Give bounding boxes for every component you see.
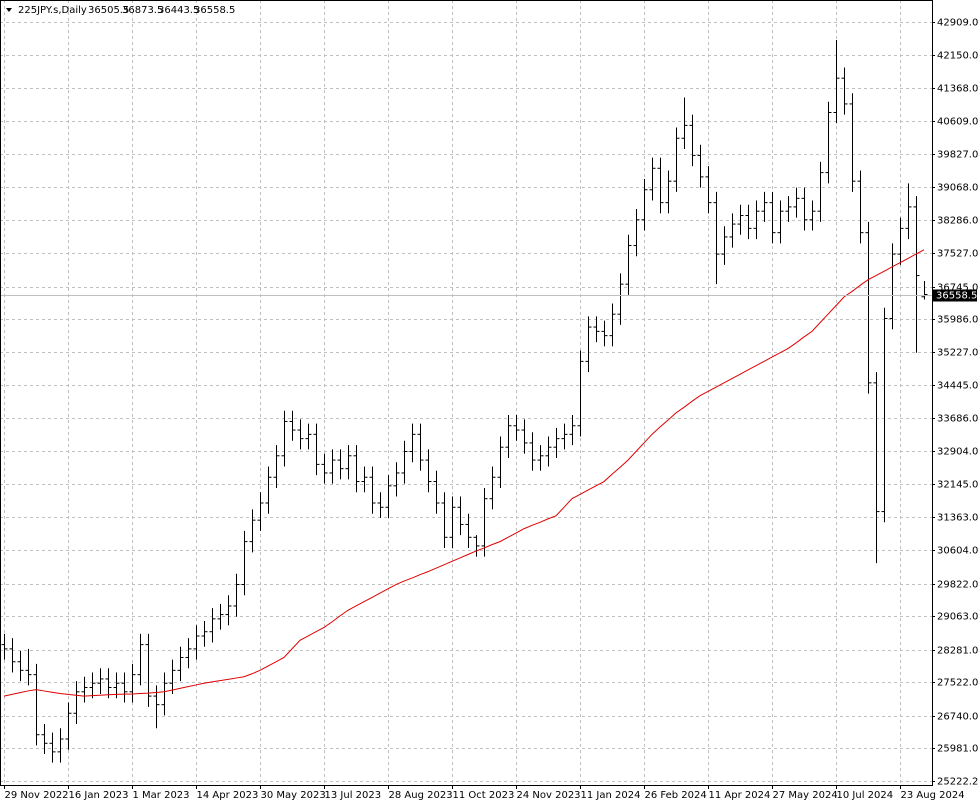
y-tick-label: 36745.0	[937, 283, 978, 294]
x-tick-label: 16 Jan 2023	[69, 790, 129, 801]
high-value: 36873.5	[122, 5, 163, 16]
y-tick-label: 25222.2	[937, 777, 978, 788]
y-tick-label: 28281.0	[937, 646, 978, 657]
x-tick-label: 1 Mar 2023	[133, 790, 190, 801]
y-tick-label: 27522.0	[937, 678, 978, 689]
y-tick-label: 33686.0	[937, 414, 978, 425]
symbol: 225JPY.s,Daily	[18, 5, 87, 16]
y-tick-label: 37527.0	[937, 249, 978, 260]
y-tick-label: 32145.0	[937, 480, 978, 491]
x-tick-label: 10 Jul 2024	[837, 790, 894, 801]
y-tick-label: 35986.0	[937, 315, 978, 326]
y-tick-label: 31363.0	[937, 513, 978, 524]
menu-arrow[interactable]	[6, 8, 12, 12]
y-tick-label: 40609.0	[937, 117, 978, 128]
y-tick-label: 41368.0	[937, 84, 978, 95]
x-tick-label: 28 Aug 2023	[389, 790, 453, 801]
y-tick-label: 39827.0	[937, 150, 978, 161]
x-tick-label: 24 Nov 2023	[517, 790, 581, 801]
grid	[0, 0, 932, 785]
x-tick-label: 26 Feb 2024	[645, 790, 707, 801]
x-tick-label: 30 May 2023	[261, 790, 326, 801]
y-tick-label: 25981.0	[937, 744, 978, 755]
current-price-box	[933, 289, 977, 302]
y-tick-label: 29822.0	[937, 580, 978, 591]
x-tick-label: 11 Jan 2024	[581, 790, 641, 801]
open-value: 36505.5	[88, 5, 129, 16]
low-value: 36443.5	[158, 5, 199, 16]
x-tick-label: 29 Nov 2022	[5, 790, 69, 801]
current-price-label: 36558.5	[936, 291, 977, 302]
y-tick-label: 35227.0	[937, 348, 978, 359]
close-value: 36558.5	[194, 5, 235, 16]
y-tick-label: 42909.0	[937, 18, 978, 29]
x-tick-label: 23 Aug 2024	[901, 790, 965, 801]
x-tick-label: 11 Oct 2023	[453, 790, 515, 801]
y-tick-label: 32904.0	[937, 447, 978, 458]
x-tick-label: 14 Apr 2023	[197, 790, 259, 801]
x-tick-label: 11 Apr 2024	[709, 790, 771, 801]
plot-frame	[0, 0, 933, 786]
plot	[0, 39, 932, 763]
y-tick-label: 42150.0	[937, 51, 978, 62]
y-tick-label: 26740.0	[937, 712, 978, 723]
y-tick-label: 34445.0	[937, 381, 978, 392]
x-tick-label: 27 May 2024	[773, 790, 838, 801]
y-tick-label: 38286.0	[937, 216, 978, 227]
y-tick-label: 39068.0	[937, 183, 978, 194]
x-tick-label: 13 Jul 2023	[325, 790, 382, 801]
moving-average	[3, 249, 925, 697]
y-tick-label: 29063.0	[937, 612, 978, 623]
y-tick-label: 30604.0	[937, 546, 978, 557]
